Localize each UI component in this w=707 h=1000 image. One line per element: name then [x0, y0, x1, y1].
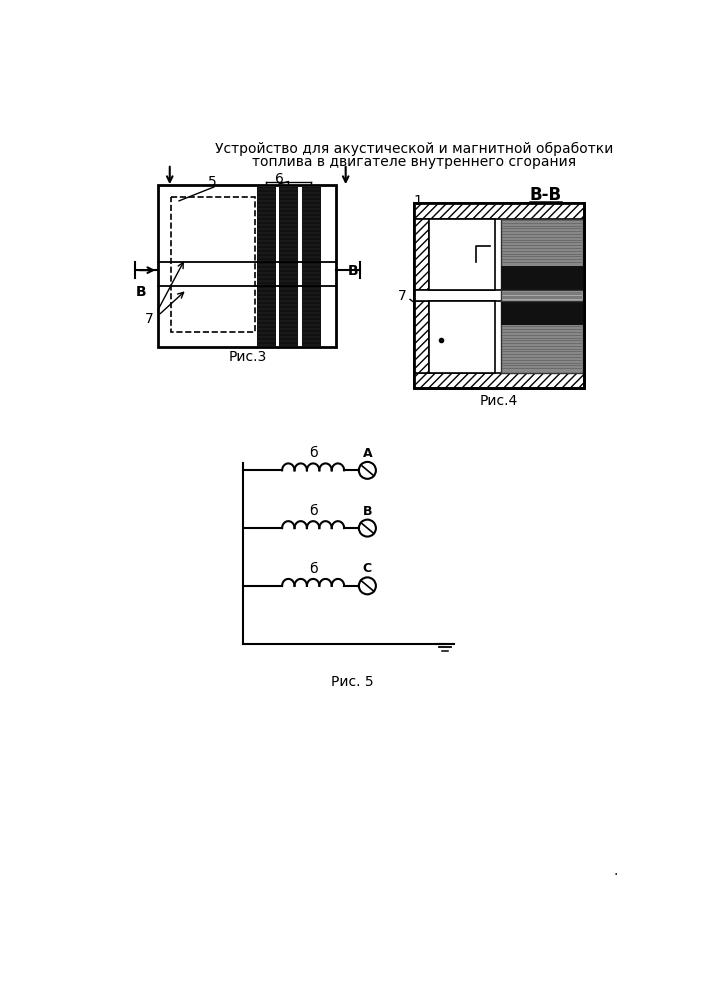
Bar	[414, 203, 585, 388]
Bar	[501, 290, 583, 301]
Bar	[501, 219, 583, 290]
Text: С: С	[363, 562, 372, 575]
Bar	[257, 187, 276, 347]
Text: Рис.4: Рис.4	[480, 394, 518, 408]
Text: 5: 5	[208, 175, 217, 189]
Text: б: б	[309, 562, 317, 576]
Bar	[501, 301, 583, 373]
Text: В: В	[363, 505, 372, 518]
Text: В-В: В-В	[530, 186, 561, 204]
Bar	[414, 301, 429, 373]
Text: 1: 1	[414, 194, 422, 208]
Text: Рис. 5: Рис. 5	[331, 675, 373, 689]
Bar	[279, 187, 298, 347]
Bar	[414, 203, 585, 219]
Bar	[301, 187, 321, 347]
Bar	[414, 373, 585, 388]
Text: б: б	[309, 446, 317, 460]
Text: В: В	[136, 285, 146, 299]
Text: 7: 7	[398, 289, 407, 303]
Text: .: .	[613, 864, 617, 878]
Bar	[501, 301, 583, 325]
Text: Рис.3: Рис.3	[228, 350, 267, 364]
Text: Устройство для акустической и магнитной обработки: Устройство для акустической и магнитной …	[215, 142, 613, 156]
Bar	[158, 185, 337, 347]
Text: топлива в двигателе внутреннего сгорания: топлива в двигателе внутреннего сгорания	[252, 155, 576, 169]
Bar	[501, 266, 583, 290]
Bar	[414, 203, 585, 388]
Text: 7: 7	[144, 312, 153, 326]
Text: В: В	[348, 264, 358, 278]
Bar	[171, 197, 255, 332]
Text: 6: 6	[274, 172, 284, 186]
Bar	[429, 301, 495, 373]
Bar	[414, 290, 585, 301]
Text: А: А	[363, 447, 372, 460]
Bar	[429, 219, 495, 290]
Text: б: б	[309, 504, 317, 518]
Bar	[414, 219, 429, 290]
